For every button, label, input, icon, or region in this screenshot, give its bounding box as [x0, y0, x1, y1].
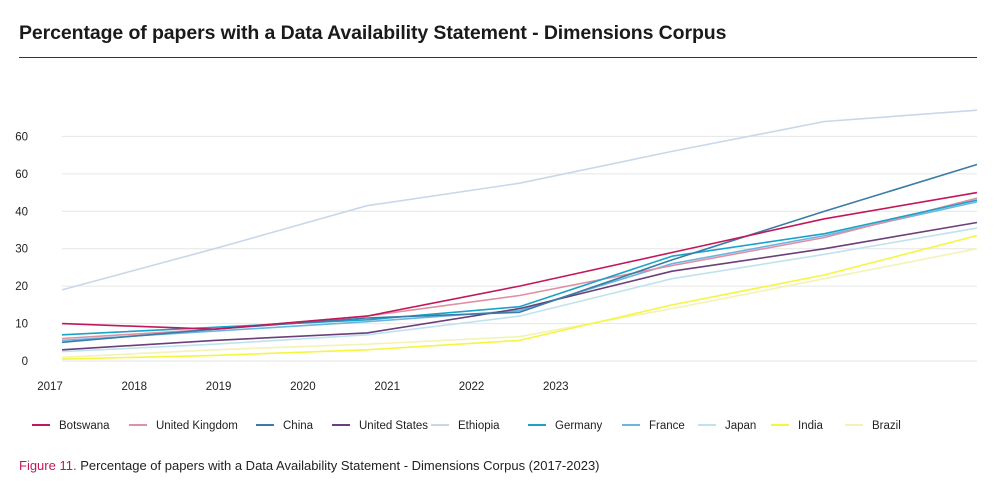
legend-label-germany: Germany: [555, 420, 603, 432]
legend-label-india: India: [798, 420, 824, 432]
series-lines: [61, 109, 978, 360]
series-line-botswana: [61, 191, 978, 331]
series-line-ethiopia: [61, 109, 978, 291]
x-tick-label: 2021: [374, 381, 400, 393]
x-tick-label: 2017: [37, 381, 63, 393]
legend-label-ethiopia: Ethiopia: [458, 420, 500, 432]
legend-label-japan: Japan: [725, 420, 756, 432]
title-divider: [19, 57, 977, 58]
caption-text: Percentage of papers with a Data Availab…: [76, 458, 600, 473]
x-tick-label: 2022: [459, 381, 485, 393]
legend: Botswana United Kingdom China United States…: [32, 420, 901, 432]
x-axis-tick-labels: 2017 2018 2019 2020 2021 2022 2023: [37, 381, 568, 393]
x-tick-label: 2020: [290, 381, 316, 393]
x-tick-label: 2019: [206, 381, 232, 393]
y-tick-label: 0: [22, 356, 28, 368]
series-line-united-states: [61, 221, 978, 351]
x-tick-label: 2023: [543, 381, 569, 393]
y-tick-label: 40: [15, 206, 28, 218]
figure-label: Figure 11.: [19, 458, 77, 473]
figure-caption: Figure 11. Percentage of papers with a D…: [19, 458, 600, 473]
y-tick-label: 10: [15, 319, 28, 331]
legend-label-botswana: Botswana: [59, 420, 110, 432]
legend-label-china: China: [283, 420, 314, 432]
series-line-germany: [61, 199, 978, 336]
x-tick-label: 2018: [122, 381, 148, 393]
y-axis-tick-labels: 0 10 20 30 40 60 60: [15, 131, 28, 368]
series-line-japan: [61, 227, 978, 353]
legend-label-united-kingdom: United Kingdom: [156, 420, 238, 432]
legend-label-united-states: United States: [359, 420, 428, 432]
y-tick-label: 20: [15, 281, 28, 293]
chart-title: Percentage of papers with a Data Availab…: [19, 22, 727, 44]
legend-label-france: France: [649, 420, 685, 432]
series-line-india: [61, 234, 978, 360]
y-tick-label: 60: [15, 169, 28, 181]
series-line-united-kingdom: [61, 197, 978, 340]
legend-label-brazil: Brazil: [872, 420, 901, 432]
series-line-france: [61, 201, 978, 342]
y-tick-label: 60: [15, 131, 28, 143]
series-line-brazil: [61, 247, 978, 359]
y-tick-label: 30: [15, 244, 28, 256]
